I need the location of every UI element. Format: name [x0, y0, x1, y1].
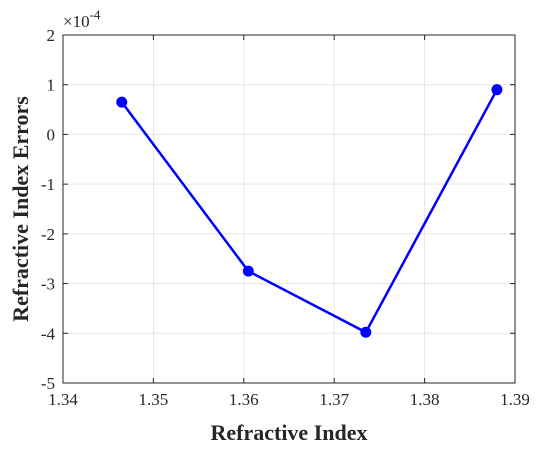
y-tick-label: 0: [47, 125, 56, 144]
data-point: [116, 96, 128, 108]
x-tick-label: 1.34: [48, 390, 78, 409]
x-tick-label: 1.37: [319, 390, 349, 409]
x-tick-label: 1.36: [229, 390, 259, 409]
x-tick-label: 1.38: [410, 390, 440, 409]
y-tick-label: -5: [41, 374, 55, 393]
y-tick-label: -4: [41, 324, 56, 343]
x-tick-label: 1.39: [500, 390, 530, 409]
y-tick-label: -3: [41, 275, 55, 294]
y-tick-label: -2: [41, 225, 55, 244]
y-axis-label: Refractive Index Errors: [8, 96, 33, 322]
y-tick-label: 2: [47, 26, 56, 45]
x-axis-label: Refractive Index: [210, 420, 367, 445]
data-point: [491, 84, 503, 96]
data-point: [242, 265, 254, 277]
y-tick-label: -1: [41, 175, 55, 194]
ticks: 1.34 1.35 1.36 1.37 1.38 1.39 2 1 0 -1 -2 -3 -4 -5: [41, 26, 530, 409]
data-point: [360, 326, 372, 338]
y-multiplier-exponent: -4: [90, 7, 101, 22]
grid: [62, 34, 516, 384]
y-multiplier: ×10-4: [63, 7, 101, 31]
y-tick-label: 1: [47, 76, 56, 95]
series-line: [120, 89, 499, 334]
series: [116, 84, 503, 338]
axes-box: [62, 34, 516, 384]
y-multiplier-base: ×10: [63, 12, 90, 31]
x-tick-label: 1.35: [139, 390, 169, 409]
